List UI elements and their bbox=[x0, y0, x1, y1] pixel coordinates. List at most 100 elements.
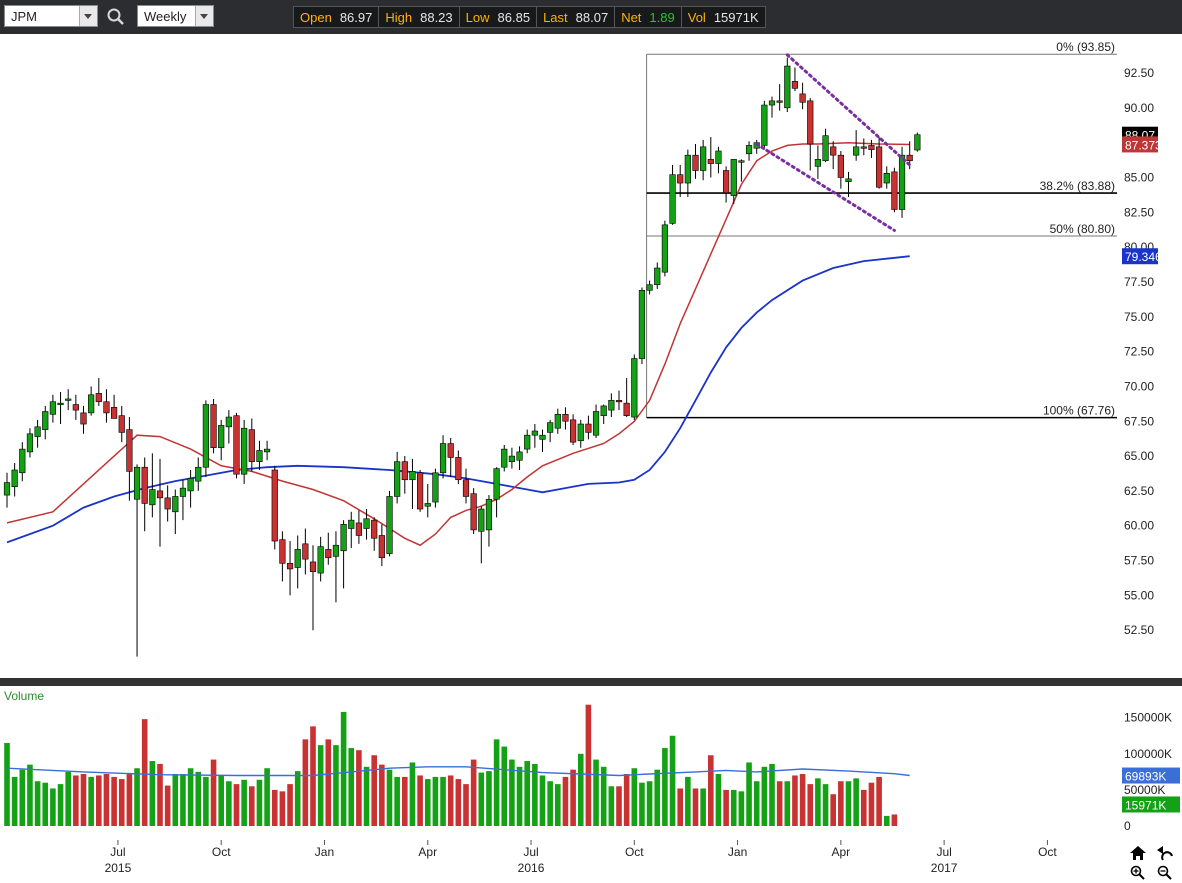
quote-high: High 88.23 bbox=[379, 7, 460, 27]
candle-up bbox=[263, 448, 271, 453]
fibonacci-level-label: 38.2% (83.88) bbox=[1040, 179, 1115, 193]
candle-up bbox=[172, 496, 179, 513]
volume-title: Volume bbox=[4, 689, 44, 703]
candle-up bbox=[577, 423, 584, 442]
candle-up bbox=[501, 448, 508, 468]
volume-bar bbox=[822, 784, 829, 826]
volume-tag-box bbox=[1122, 796, 1180, 813]
price-axis-tick: 60.00 bbox=[1124, 519, 1154, 533]
candle-up bbox=[42, 411, 49, 430]
candle-up bbox=[218, 425, 225, 449]
symbol-dropdown-button[interactable] bbox=[79, 6, 97, 26]
zoom-out-icon[interactable] bbox=[1157, 865, 1172, 880]
volume-bar bbox=[631, 768, 638, 826]
candle-down bbox=[141, 466, 148, 504]
price-pane[interactable]: 52.50 55.00 57.50 60.00 62.50 65.00 67.50 70.00… bbox=[3, 40, 1169, 657]
candle-up bbox=[898, 154, 906, 210]
candle-down bbox=[103, 401, 110, 414]
quote-low: Low 86.85 bbox=[460, 7, 538, 27]
undo-icon[interactable] bbox=[1157, 846, 1173, 861]
home-icon[interactable] bbox=[1130, 846, 1146, 860]
candle-down bbox=[562, 413, 569, 422]
candle-up bbox=[19, 448, 26, 474]
quote-low-label: Low bbox=[465, 9, 490, 25]
volume-bar bbox=[379, 764, 385, 826]
volume-bar bbox=[455, 779, 462, 826]
candle-up bbox=[684, 154, 691, 184]
quote-low-value: 86.85 bbox=[497, 9, 531, 25]
period-dropdown-button[interactable] bbox=[195, 6, 213, 26]
volume-bar bbox=[776, 781, 783, 826]
candle-up bbox=[26, 433, 34, 453]
price-axis-tick: 90.00 bbox=[1124, 101, 1154, 115]
candle-up bbox=[386, 496, 393, 554]
candle-up bbox=[508, 455, 516, 462]
volume-bar bbox=[180, 774, 186, 826]
price-axis-tick: 57.50 bbox=[1124, 554, 1154, 568]
price-axis-tick: 62.50 bbox=[1124, 484, 1154, 498]
volume-axis-tick: 0 bbox=[1124, 819, 1131, 833]
volume-axis-tick: 150000K bbox=[1124, 711, 1172, 725]
volume-bar bbox=[868, 782, 875, 826]
price-axis-tick: 55.00 bbox=[1124, 588, 1154, 602]
candle-up bbox=[814, 159, 821, 167]
candle-down bbox=[569, 419, 577, 443]
candle-down bbox=[837, 154, 844, 178]
candle-down bbox=[470, 493, 477, 531]
candle-up bbox=[195, 466, 202, 482]
candle-down bbox=[776, 100, 783, 103]
time-axis-tick-label: Jul bbox=[523, 845, 538, 859]
volume-bar bbox=[761, 766, 768, 826]
volume-bar bbox=[669, 735, 676, 826]
candle-down bbox=[164, 497, 171, 510]
volume-bar bbox=[126, 774, 133, 826]
volume-pane[interactable]: Volume 0 50000K 100000K 150000K 69893K 15971K bbox=[4, 689, 1180, 833]
price-axis-tick: 85.00 bbox=[1124, 170, 1154, 184]
candle-up bbox=[49, 401, 56, 415]
volume-bar bbox=[585, 704, 592, 826]
candle-up bbox=[478, 508, 485, 532]
volume-bar bbox=[4, 742, 10, 826]
candle-down bbox=[623, 402, 630, 416]
fibonacci-level-label: 50% (80.80) bbox=[1050, 222, 1115, 236]
symbol-input[interactable]: JPM bbox=[4, 5, 98, 27]
price-axis-tick: 72.50 bbox=[1124, 345, 1154, 359]
volume-bar bbox=[730, 789, 737, 826]
candle-down bbox=[615, 400, 623, 403]
candle-up bbox=[424, 503, 431, 507]
chart-toolbar: JPM Weekly Open 86.97 High 88.23 Low 86.85 … bbox=[0, 0, 1182, 34]
volume-bar bbox=[402, 776, 408, 826]
volume-bar bbox=[27, 764, 33, 826]
candle-down bbox=[875, 146, 883, 188]
volume-bar bbox=[164, 785, 171, 826]
search-icon[interactable] bbox=[106, 7, 126, 27]
candle-up bbox=[531, 430, 538, 436]
price-axis-tick: 77.50 bbox=[1124, 275, 1154, 289]
symbol-value: JPM bbox=[11, 9, 37, 24]
candle-down bbox=[447, 443, 454, 458]
volume-tag-label: 69893K bbox=[1125, 770, 1166, 784]
candle-up bbox=[317, 546, 324, 574]
price-axis-tick: 67.50 bbox=[1124, 414, 1154, 428]
quote-high-value: 88.23 bbox=[420, 9, 453, 25]
volume-bar bbox=[838, 781, 844, 826]
candle-up bbox=[700, 146, 707, 171]
zoom-in-icon[interactable] bbox=[1130, 865, 1145, 880]
candle-up bbox=[715, 150, 722, 164]
candle-down bbox=[868, 145, 875, 150]
volume-bar bbox=[562, 776, 569, 826]
volume-bar bbox=[593, 759, 599, 826]
candle-up bbox=[57, 402, 64, 405]
volume-bar bbox=[256, 779, 263, 826]
candle-up bbox=[332, 544, 340, 557]
period-select[interactable]: Weekly bbox=[137, 5, 214, 27]
volume-bar bbox=[692, 788, 699, 826]
candle-up bbox=[554, 413, 561, 429]
volume-bar bbox=[470, 759, 477, 826]
candle-down bbox=[118, 415, 125, 433]
volume-bar bbox=[715, 774, 722, 826]
volume-bar bbox=[249, 786, 255, 826]
volume-bar bbox=[524, 761, 530, 826]
volume-bar bbox=[218, 775, 224, 826]
pane-separator[interactable] bbox=[0, 678, 1182, 686]
